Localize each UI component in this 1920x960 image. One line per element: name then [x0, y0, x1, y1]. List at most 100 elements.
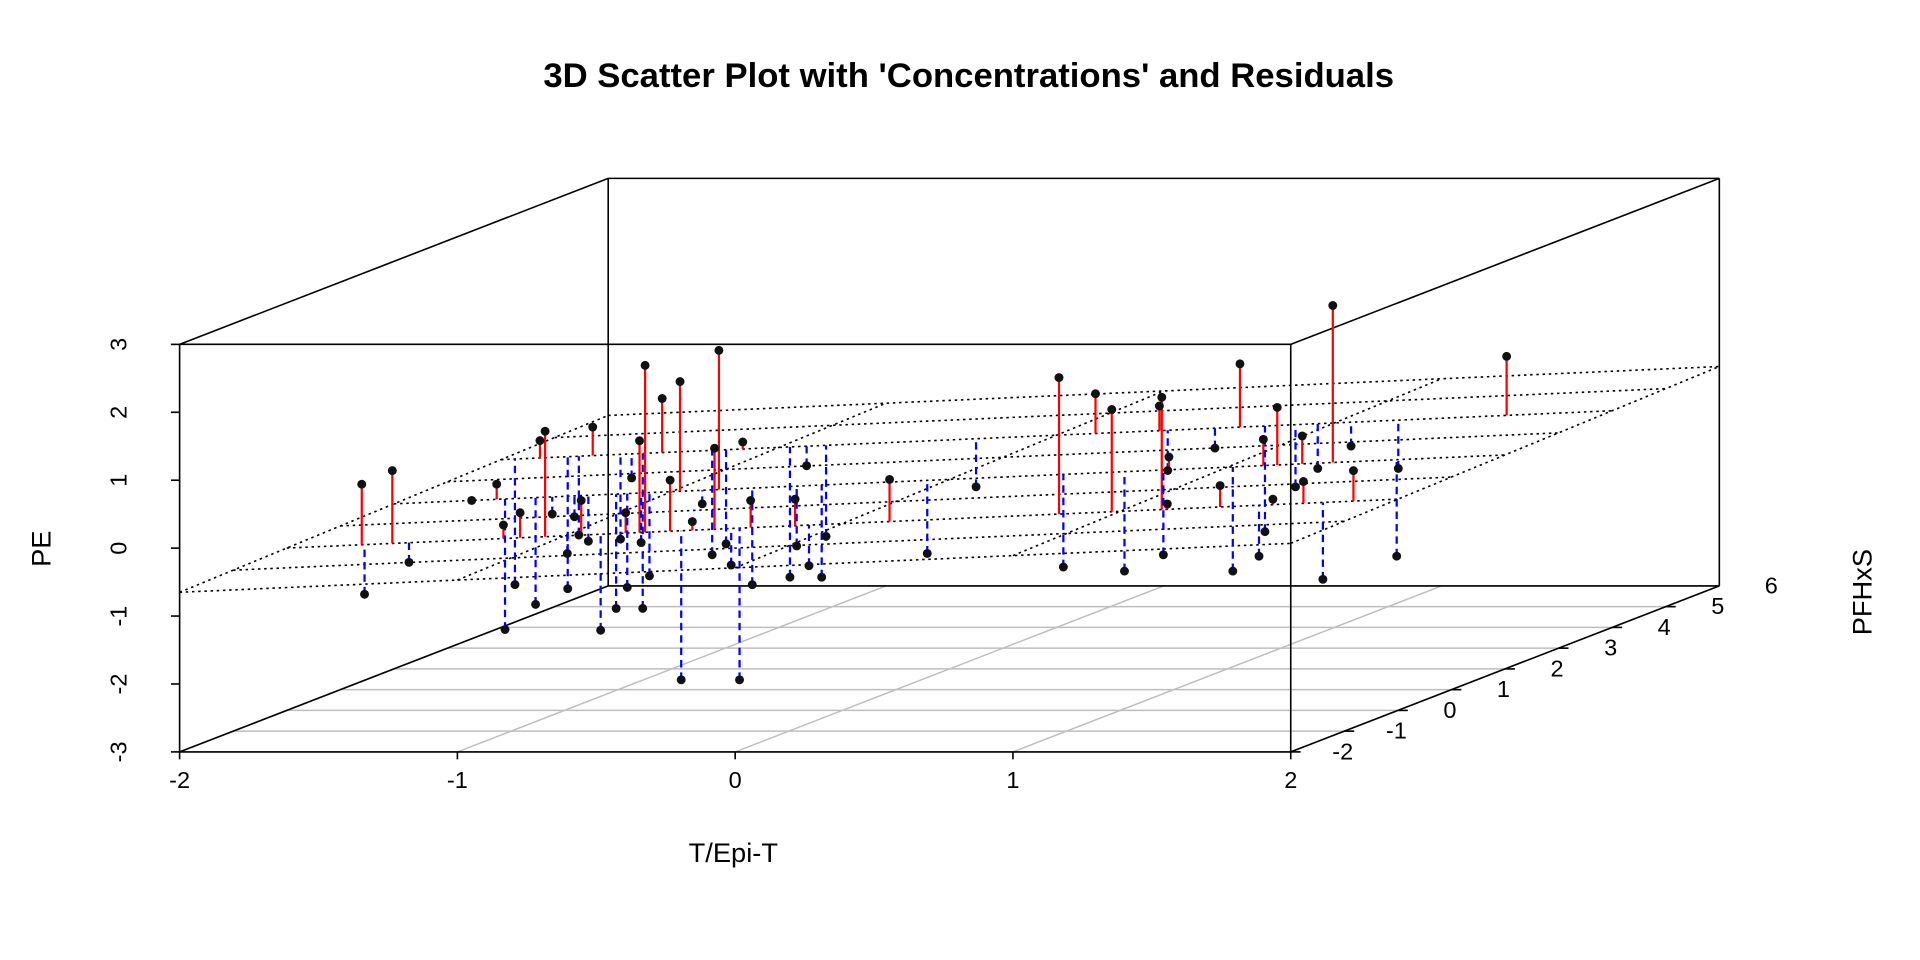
data-point — [1348, 466, 1358, 476]
box-edge — [1290, 177, 1720, 346]
data-point — [562, 549, 572, 558]
data-point — [404, 557, 414, 567]
data-point — [790, 494, 800, 504]
x-tick-label: -1 — [447, 767, 468, 793]
data-point — [360, 589, 369, 599]
data-point — [535, 436, 545, 446]
data-point — [1502, 351, 1512, 361]
data-point — [1393, 464, 1403, 473]
data-point — [1058, 562, 1068, 572]
data-point — [804, 561, 814, 571]
data-point — [357, 479, 367, 489]
data-point — [621, 508, 631, 518]
data-point — [675, 377, 685, 387]
data-point — [1158, 550, 1168, 560]
data-point — [746, 496, 756, 505]
y-axis-label: PFHxS — [1846, 549, 1877, 635]
data-point — [1107, 405, 1117, 414]
data-point — [515, 508, 525, 518]
plane-line — [1290, 365, 1720, 545]
data-point — [1228, 566, 1238, 576]
data-point — [971, 482, 981, 492]
x-tick-label: 0 — [729, 767, 742, 793]
data-point — [817, 572, 827, 582]
z-tick-label: 0 — [105, 542, 131, 555]
z-tick-label: 3 — [105, 338, 131, 351]
data-point — [821, 531, 831, 541]
data-point — [498, 520, 508, 530]
data-point — [636, 538, 646, 548]
data-point — [1235, 359, 1245, 369]
z-axis-label: PE — [26, 531, 57, 567]
data-point — [707, 550, 717, 560]
data-point — [510, 580, 520, 590]
data-point — [1392, 551, 1402, 561]
z-tick-label: 2 — [105, 406, 131, 419]
box-edge — [179, 585, 609, 753]
data-point — [1260, 527, 1270, 537]
x-axis-label: T/Epi-T — [689, 837, 779, 868]
plane-line — [1012, 378, 1442, 557]
y-tick-label: 0 — [1443, 697, 1456, 723]
data-point — [576, 496, 586, 505]
y-tick-label: 4 — [1658, 614, 1671, 640]
data-point — [596, 625, 606, 635]
data-point — [1258, 434, 1268, 444]
x-tick-label: -2 — [169, 767, 190, 793]
data-point — [687, 517, 697, 527]
y-tick-label: 3 — [1604, 635, 1617, 661]
data-point — [792, 541, 802, 551]
data-point — [531, 599, 541, 609]
data-point — [1157, 392, 1167, 402]
data-point — [1254, 551, 1264, 561]
y-tick-label: -2 — [1332, 738, 1353, 764]
data-point — [1210, 443, 1220, 453]
data-point — [1091, 389, 1100, 399]
y-tick-label: 5 — [1711, 593, 1724, 619]
plane-line — [179, 414, 609, 594]
data-point — [574, 530, 584, 540]
x-tick-label: 2 — [1284, 767, 1297, 793]
data-point — [467, 495, 477, 505]
data-point — [1346, 441, 1356, 451]
data-point — [747, 580, 757, 590]
data-point — [627, 473, 637, 483]
data-point — [570, 512, 579, 522]
data-point — [1272, 402, 1282, 412]
data-point — [635, 436, 645, 446]
data-point — [1268, 494, 1278, 504]
data-point — [1163, 466, 1173, 475]
data-point — [697, 499, 707, 509]
data-point — [638, 603, 648, 613]
data-point — [1328, 301, 1338, 310]
z-tick-label: -3 — [105, 741, 131, 762]
data-point — [1298, 477, 1308, 486]
data-point — [710, 443, 720, 453]
data-point — [616, 534, 625, 544]
y-tick-label: -1 — [1386, 718, 1407, 744]
z-tick-label: -2 — [105, 674, 131, 695]
data-point — [726, 560, 736, 570]
x-tick-label: 1 — [1006, 767, 1019, 793]
data-point — [563, 584, 573, 594]
data-point — [1120, 566, 1129, 576]
data-point — [640, 360, 650, 370]
data-point — [492, 479, 502, 489]
data-point — [1162, 499, 1172, 509]
data-point — [735, 675, 745, 685]
data-point — [785, 572, 795, 582]
y-tick-label: 1 — [1497, 676, 1510, 702]
z-tick-label: -1 — [105, 606, 131, 627]
plane-line — [734, 390, 1165, 569]
data-point — [1154, 401, 1164, 411]
data-point — [657, 394, 667, 403]
data-point — [1054, 373, 1064, 383]
data-point — [387, 466, 397, 476]
data-point — [540, 426, 550, 436]
data-point — [1215, 481, 1225, 491]
data-point — [500, 625, 510, 634]
data-point — [885, 475, 895, 484]
plane-line — [457, 402, 887, 581]
